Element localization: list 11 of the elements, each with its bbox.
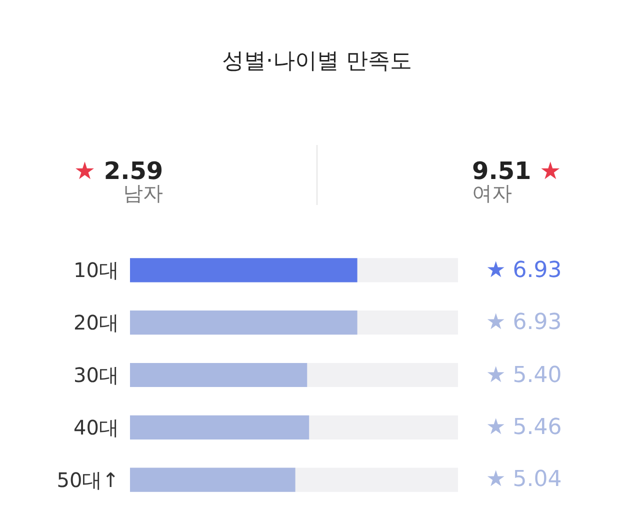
data-label: ★ 6.93 (486, 310, 562, 335)
y-tick-label: 10대 (74, 258, 119, 282)
data-label: ★ 5.40 (486, 363, 562, 388)
data-label: ★ 6.93 (486, 258, 562, 283)
y-tick-label: 20대 (74, 310, 119, 335)
data-label: ★ 5.04 (486, 467, 562, 492)
y-tick-label: 50대↑ (56, 468, 119, 492)
chart-title: 성별·나이별 만족도 (222, 49, 412, 74)
y-tick-label: 40대 (74, 415, 119, 440)
data-label: ★ 5.46 (486, 415, 562, 440)
y-tick-label: 30대 (74, 363, 119, 387)
